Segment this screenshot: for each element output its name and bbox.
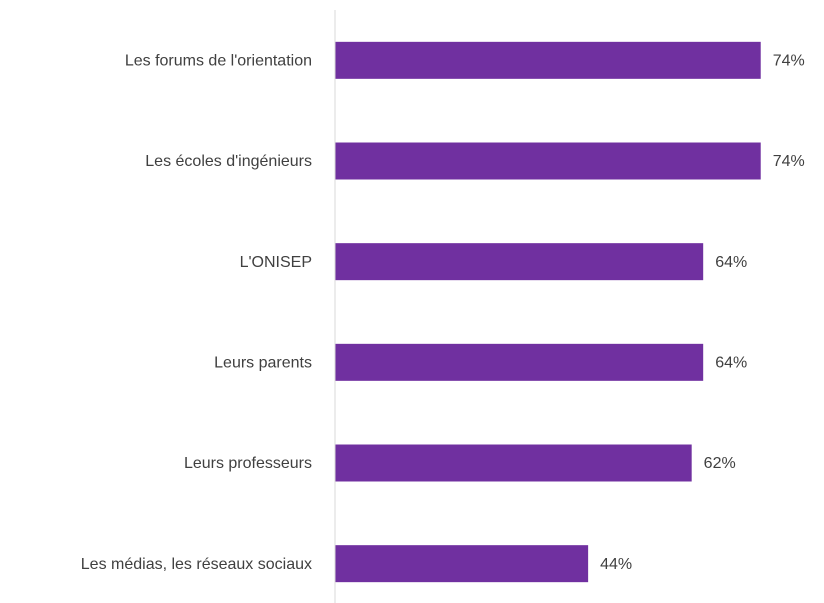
value-label: 74% — [773, 153, 805, 170]
y-tick-label: Les forums de l'orientation — [125, 53, 312, 70]
value-label: 62% — [704, 455, 736, 472]
y-tick-label: Les médias, les réseaux sociaux — [81, 556, 312, 573]
y-tick-label: Leurs parents — [214, 355, 312, 372]
value-label: 44% — [600, 556, 632, 573]
bar — [335, 343, 704, 381]
bar — [335, 142, 761, 180]
value-label: 74% — [773, 53, 805, 70]
bar — [335, 545, 589, 583]
bar — [335, 243, 704, 281]
y-tick-label: Leurs professeurs — [184, 455, 312, 472]
bar — [335, 444, 692, 482]
value-label: 64% — [715, 254, 747, 271]
bar — [335, 41, 761, 79]
y-tick-label: L'ONISEP — [240, 254, 312, 271]
value-label: 64% — [715, 355, 747, 372]
y-tick-label: Les écoles d'ingénieurs — [145, 153, 312, 170]
